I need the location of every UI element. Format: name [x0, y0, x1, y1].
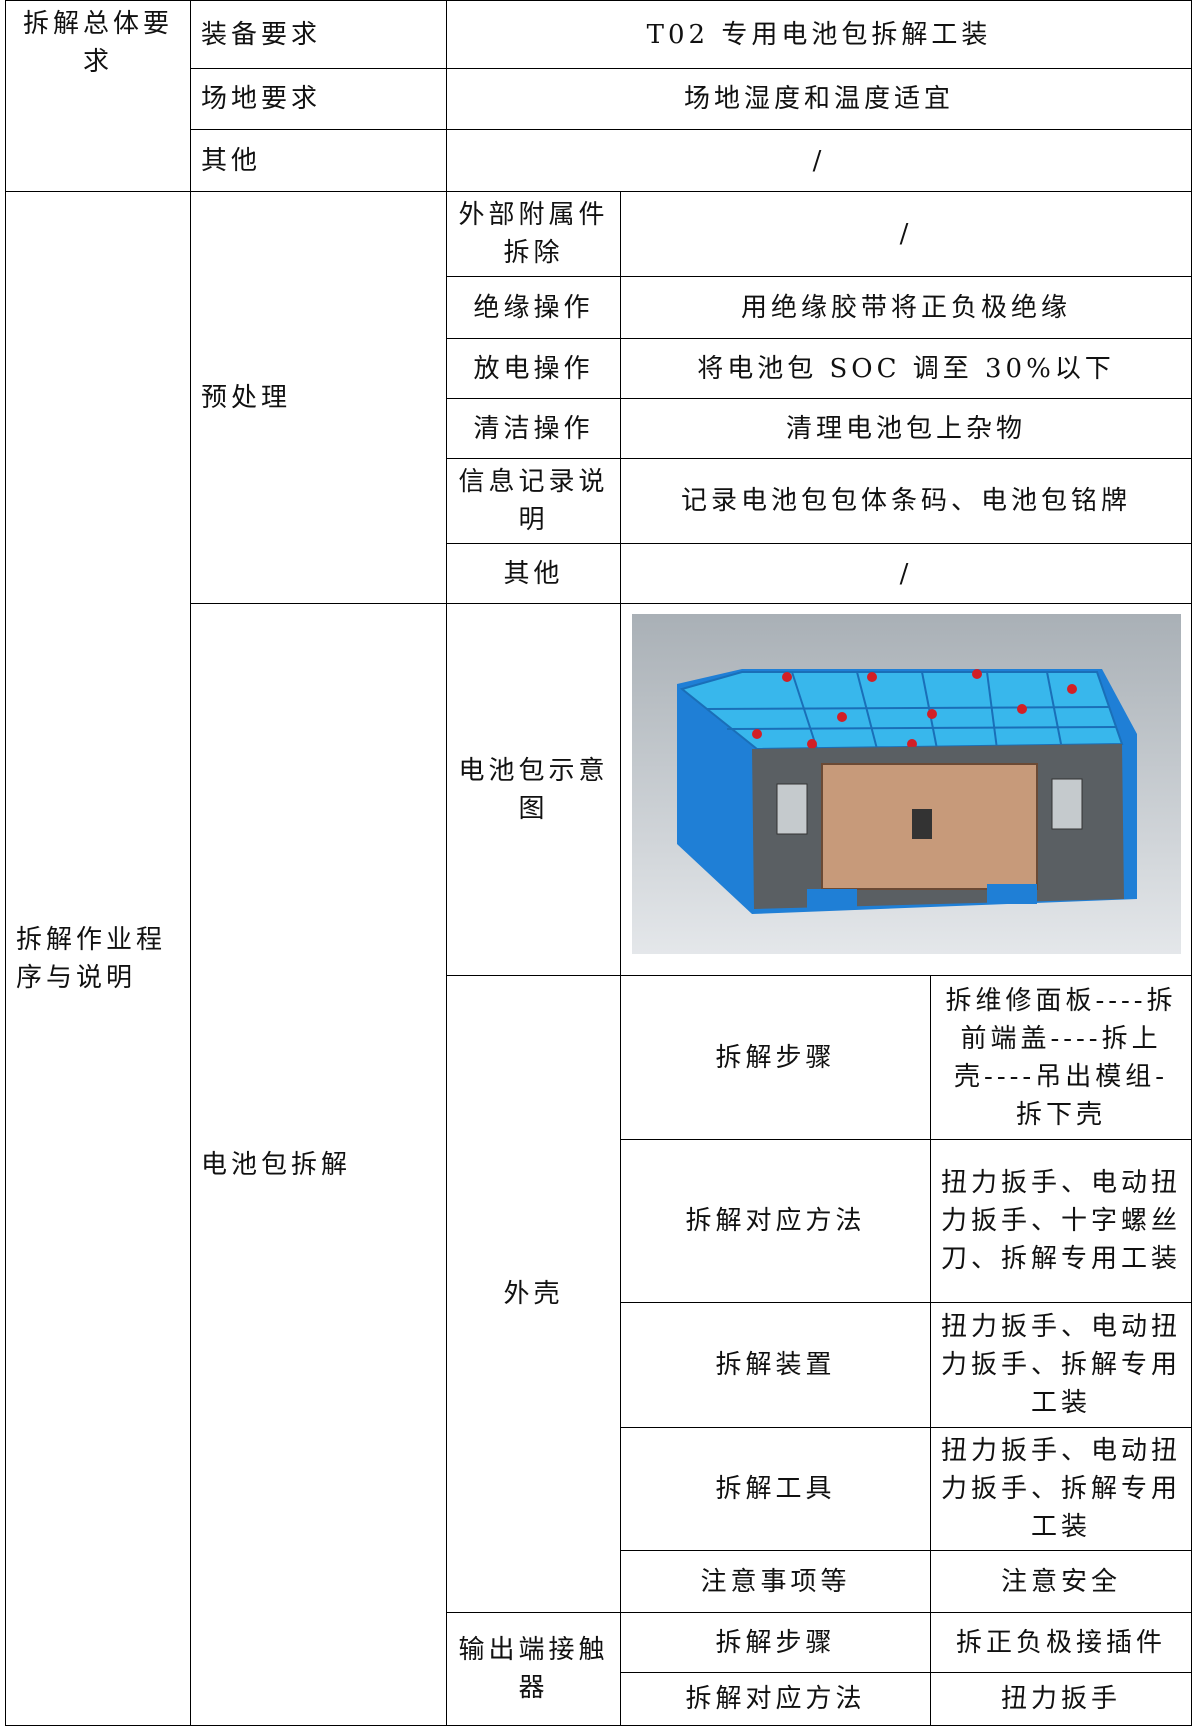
step-value: 注意安全 [929, 1550, 1193, 1613]
step-label: 电池包示意图 [446, 603, 621, 976]
step-value: 拆正负极接插件 [929, 1612, 1193, 1673]
disassembly-table: 拆解总体要求 装备要求 T02 专用电池包拆解工装 场地要求 场地湿度和温度适宜… [5, 0, 1193, 1726]
step-value: 拆维修面板----拆前端盖----拆上壳----吊出模组-拆下壳 [929, 975, 1193, 1140]
step-label: 绝缘操作 [446, 276, 621, 339]
step-value: 扭力扳手 [929, 1672, 1193, 1726]
step-value: / [619, 191, 1193, 277]
step-value: 扭力扳手、电动扭力扳手、十字螺丝刀、拆解专用工装 [929, 1139, 1193, 1303]
part-label: 外壳 [446, 975, 621, 1613]
step-value: 清理电池包上杂物 [619, 398, 1193, 459]
step-label: 拆解步骤 [620, 1612, 931, 1673]
step-label: 信息记录说明 [446, 458, 621, 544]
section-label: 拆解作业程序与说明 [5, 191, 191, 1726]
step-value: 用绝缘胶带将正负极绝缘 [619, 276, 1193, 339]
step-label: 拆解步骤 [620, 975, 931, 1140]
item-label: 场地要求 [190, 68, 447, 130]
step-label: 清洁操作 [446, 398, 621, 459]
step-label: 拆解工具 [620, 1427, 931, 1551]
item-value: T02 专用电池包拆解工装 [445, 0, 1193, 69]
stage-label: 电池包拆解 [190, 603, 447, 1726]
step-label: 拆解装置 [620, 1302, 931, 1428]
item-value: / [445, 129, 1193, 192]
stage-label: 预处理 [190, 191, 447, 604]
step-value: 扭力扳手、电动扭力扳手、拆解专用工装 [929, 1427, 1193, 1551]
step-label: 外部附属件拆除 [446, 191, 621, 277]
step-value: 将电池包 SOC 调至 30%以下 [619, 338, 1193, 399]
item-value: 场地湿度和温度适宜 [445, 68, 1193, 130]
item-label: 装备要求 [190, 0, 447, 69]
step-label: 拆解对应方法 [620, 1672, 931, 1726]
step-label: 其他 [446, 543, 621, 604]
step-label: 放电操作 [446, 338, 621, 399]
step-label: 注意事项等 [620, 1550, 931, 1613]
step-value: / [619, 543, 1193, 604]
step-value: 记录电池包包体条码、电池包铭牌 [619, 458, 1193, 544]
section-label: 拆解总体要求 [5, 0, 191, 192]
diagram-cell [619, 603, 1193, 976]
step-label: 拆解对应方法 [620, 1139, 931, 1303]
battery-pack-image [631, 614, 1181, 954]
item-label: 其他 [190, 129, 447, 192]
step-value: 扭力扳手、电动扭力扳手、拆解专用工装 [929, 1302, 1193, 1428]
part-label: 输出端接触器 [446, 1612, 621, 1726]
